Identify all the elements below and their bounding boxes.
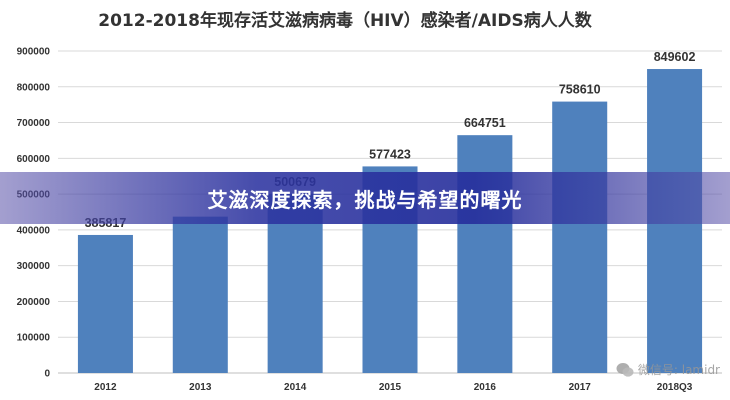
- x-tick-label: 2014: [284, 382, 307, 393]
- x-tick-label: 2013: [189, 382, 212, 393]
- data-label-2017: 758610: [559, 83, 601, 97]
- chart-title: 2012-2018年现存活艾滋病病毒（HIV）感染者/AIDS病人人数: [98, 10, 592, 31]
- y-tick-label: 600000: [17, 154, 51, 165]
- data-label-2018Q3: 849602: [654, 50, 696, 64]
- bar-2012: [77, 234, 133, 373]
- bar-2017: [552, 101, 608, 374]
- y-tick-label: 900000: [17, 47, 51, 58]
- x-tick-label: 2017: [569, 382, 592, 393]
- wechat-icon: [616, 362, 634, 377]
- y-tick-label: 100000: [17, 333, 51, 344]
- y-tick-label: 200000: [17, 297, 51, 308]
- x-tick-label: 2018Q3: [657, 382, 693, 393]
- data-label-2016: 664751: [464, 116, 506, 130]
- title-banner: 艾滋深度探索，挑战与希望的曙光: [0, 172, 730, 224]
- banner-text: 艾滋深度探索，挑战与希望的曙光: [207, 187, 523, 212]
- bar-2013: [172, 216, 228, 373]
- data-label-2015: 577423: [369, 147, 411, 161]
- x-axis-ticks: 2012 2013 2014 2015 2016 2017 2018Q3: [94, 382, 692, 393]
- x-tick-label: 2016: [474, 382, 497, 393]
- y-tick-label: 800000: [17, 82, 51, 93]
- y-tick-label: 700000: [17, 118, 51, 129]
- x-tick-label: 2015: [379, 382, 402, 393]
- y-tick-label: 400000: [17, 225, 51, 236]
- x-tick-label: 2012: [94, 382, 117, 393]
- bar-2016: [457, 135, 513, 373]
- y-tick-label: 0: [44, 369, 50, 380]
- watermark: 微信号: lamidr: [616, 361, 720, 378]
- watermark-text: 微信号: lamidr: [637, 363, 720, 377]
- y-tick-label: 300000: [17, 261, 51, 272]
